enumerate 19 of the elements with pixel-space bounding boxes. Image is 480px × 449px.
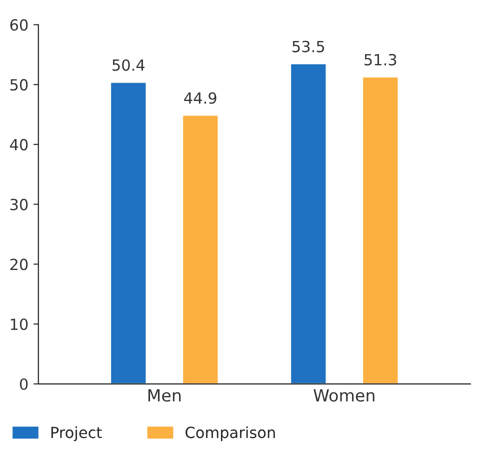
y-tick-label: 0 xyxy=(20,378,28,390)
data-label: 53.5 xyxy=(292,40,324,52)
bar xyxy=(290,62,328,384)
y-tick-label: 20 xyxy=(10,258,28,270)
legend-label: Project xyxy=(51,426,102,442)
bar xyxy=(110,81,148,384)
bar xyxy=(362,76,400,384)
x-tick-label: Women xyxy=(314,389,374,402)
data-label: 50.4 xyxy=(112,59,145,71)
y-tick-label: 30 xyxy=(10,198,28,210)
data-label: 51.3 xyxy=(364,54,396,66)
bar xyxy=(182,114,220,384)
legend-label: Comparison xyxy=(186,426,275,442)
y-tick-label: 10 xyxy=(10,318,28,330)
x-tick-label: Men xyxy=(148,389,181,402)
y-tick-label: 60 xyxy=(10,19,28,31)
data-label: 44.9 xyxy=(184,92,216,104)
y-tick-label: 40 xyxy=(10,138,28,150)
y-tick-label: 50 xyxy=(10,79,28,91)
